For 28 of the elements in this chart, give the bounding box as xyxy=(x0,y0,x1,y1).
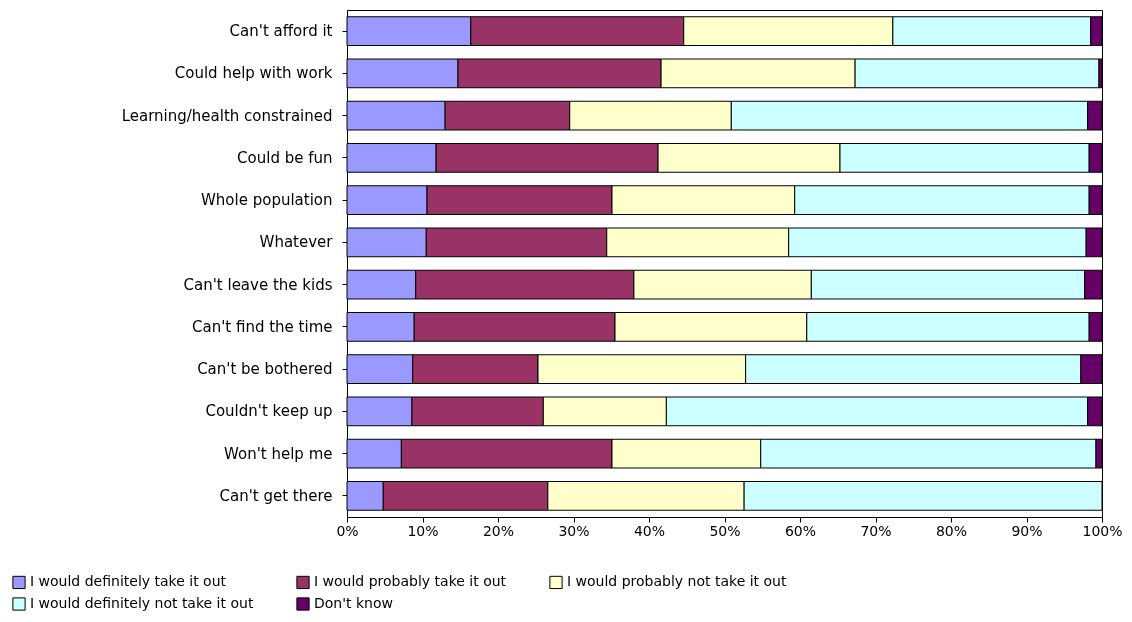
y-tick-label: Can't leave the kids xyxy=(183,275,333,294)
x-tick-label: 20% xyxy=(482,522,515,539)
x-tick-label: 70% xyxy=(860,522,892,539)
x-tick-label: 60% xyxy=(784,522,817,539)
legend-label: I would probably not take it out xyxy=(567,573,787,590)
x-tick-label: 0% xyxy=(336,522,359,539)
y-tick-label: Can't find the time xyxy=(192,317,333,336)
y-tick-label: Couldn't keep up xyxy=(205,402,333,421)
x-tick-label: 40% xyxy=(633,522,666,539)
x-tick-label: 10% xyxy=(407,522,439,539)
legend-label: I would probably take it out xyxy=(314,573,507,590)
y-tick-label: Whatever xyxy=(259,233,334,252)
legend-label: Don't know xyxy=(314,595,394,611)
y-tick-label: Can't be bothered xyxy=(197,360,333,379)
x-tick-label: 50% xyxy=(709,522,741,539)
y-tick-label: Can't get there xyxy=(219,486,333,505)
legend-label: I would definitely not take it out xyxy=(30,595,254,611)
x-tick-label: 90% xyxy=(1011,522,1043,539)
y-tick-label: Could be fun xyxy=(237,148,333,167)
y-tick-label: Won't help me xyxy=(224,444,333,463)
y-tick-label: Could help with work xyxy=(174,64,333,83)
legend-label: I would definitely take it out xyxy=(30,573,227,590)
x-tick-label: 80% xyxy=(935,522,968,539)
y-tick-label: Learning/health constrained xyxy=(121,106,333,125)
x-tick-label: 30% xyxy=(558,522,590,539)
x-tick-label: 100% xyxy=(1082,522,1123,539)
y-tick-label: Whole population xyxy=(201,191,333,210)
y-tick-label: Can't afford it xyxy=(229,22,333,41)
